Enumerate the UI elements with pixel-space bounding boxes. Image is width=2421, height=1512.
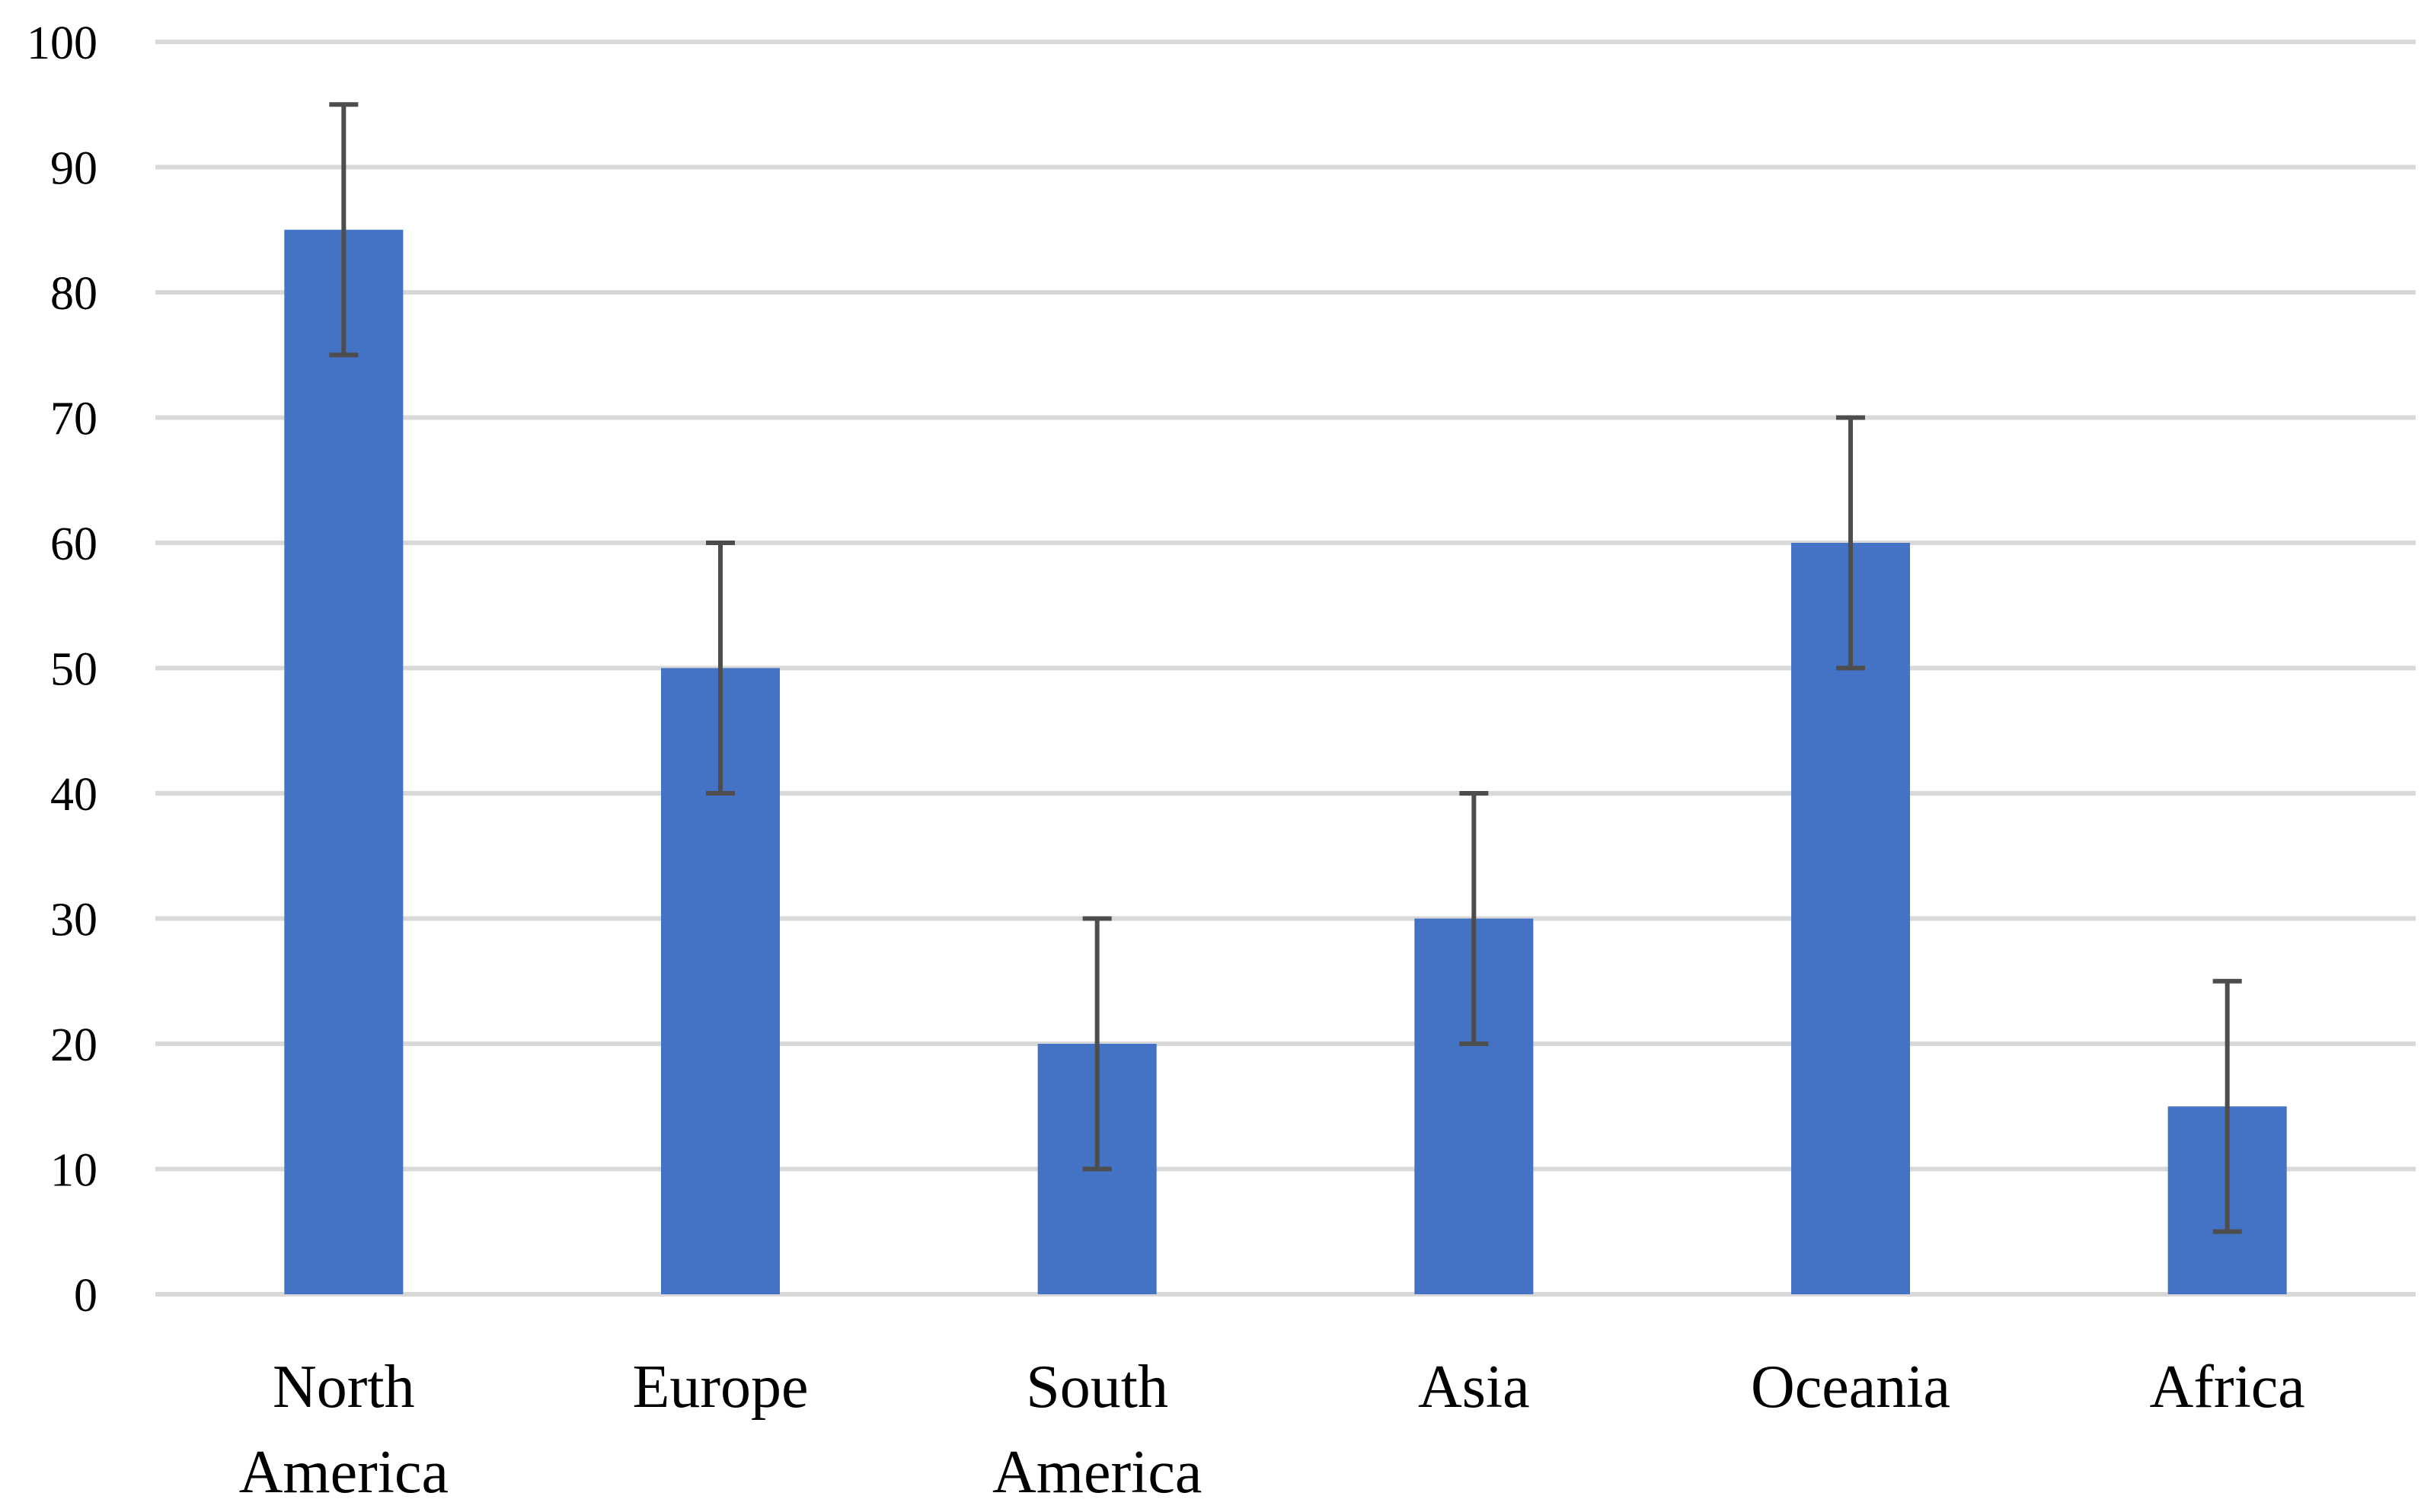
y-axis-tick-labels: 0 10 20 30 40 50 60 70 80 90 100 [27, 18, 97, 1322]
x-category-label: Africa [2150, 1354, 2305, 1421]
y-tick-label: 20 [50, 1019, 97, 1071]
bar [284, 229, 404, 1294]
y-tick-label: 50 [50, 644, 97, 696]
x-category-label-line: South [1026, 1354, 1168, 1421]
error-bar [1459, 791, 1489, 1046]
error-bar [329, 102, 359, 358]
y-tick-label: 60 [50, 518, 97, 570]
gridlines [155, 40, 2416, 1297]
x-category-label: Oceania [1751, 1354, 1950, 1421]
error-bar [706, 541, 735, 796]
error-bar [2212, 978, 2242, 1234]
x-category-label: North America [239, 1354, 449, 1506]
x-category-label-line: America [239, 1439, 449, 1506]
y-tick-label: 100 [27, 18, 97, 69]
error-bar [1082, 916, 1112, 1172]
x-category-label-line: America [992, 1439, 1202, 1506]
x-category-label-line: Africa [2150, 1354, 2305, 1421]
y-tick-label: 70 [50, 394, 97, 445]
x-category-label: Asia [1418, 1354, 1530, 1421]
x-category-label: Europe [632, 1354, 808, 1421]
x-category-label-line: Oceania [1751, 1354, 1950, 1421]
y-tick-label: 40 [50, 769, 97, 821]
x-category-label-line: North [273, 1354, 415, 1421]
y-tick-label: 10 [50, 1145, 97, 1197]
x-category-label: South America [992, 1354, 1202, 1506]
x-category-label-line: Europe [632, 1354, 808, 1421]
y-tick-label: 80 [50, 268, 97, 320]
x-category-label-line: Asia [1418, 1354, 1530, 1421]
x-axis-category-labels: North America Europe South America Asia Oceani… [239, 1354, 2305, 1506]
error-bar [1836, 415, 1865, 671]
y-tick-label: 0 [74, 1270, 97, 1322]
y-tick-label: 90 [50, 143, 97, 195]
bars [284, 229, 2287, 1294]
error-bars [329, 102, 2242, 1234]
y-tick-label: 30 [50, 895, 97, 946]
